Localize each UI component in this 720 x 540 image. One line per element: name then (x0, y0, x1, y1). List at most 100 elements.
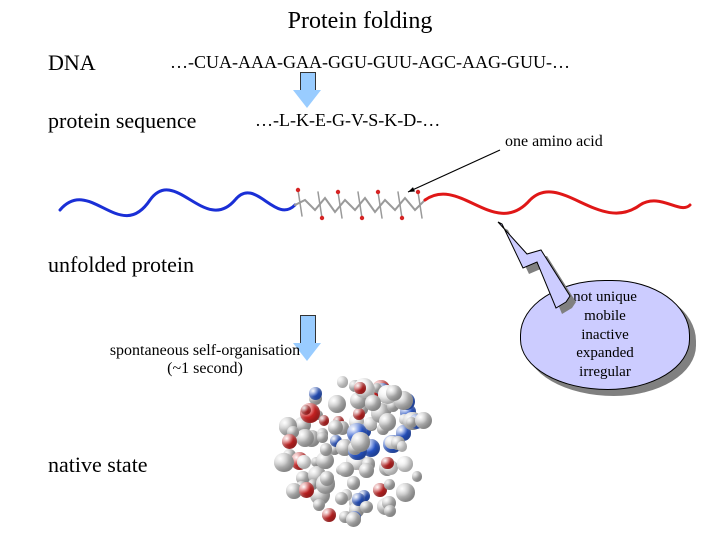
atom-sphere (396, 425, 412, 441)
atom-sphere (336, 465, 346, 475)
atom-sphere (378, 385, 396, 403)
atom-sphere (279, 417, 297, 435)
atom-sphere (387, 400, 399, 412)
atom-sphere (394, 391, 413, 410)
atom-sphere (317, 428, 328, 439)
atom-sphere (415, 412, 432, 429)
atom-sphere (310, 485, 330, 505)
arrow-dna-to-protein (293, 72, 335, 108)
atom-sphere (297, 455, 311, 469)
atom-sphere (351, 432, 371, 452)
atom-sphere (332, 399, 344, 411)
dna-sequence: …-CUA-AAA-GAA-GGU-GUU-AGC-AAG-GUU-… (170, 52, 570, 73)
protein-sequence-label: protein sequence (48, 108, 196, 134)
atom-sphere (397, 441, 408, 452)
atom-sphere (399, 414, 410, 425)
atom-sphere (358, 490, 371, 503)
atom-sphere (354, 382, 365, 393)
atom-sphere (362, 439, 380, 457)
atom-sphere (361, 390, 375, 404)
atom-sphere (341, 489, 352, 500)
atom-sphere (384, 479, 395, 490)
self-org-line1: spontaneous self-organisation (110, 342, 300, 359)
protein-sequence: …-L-K-E-G-V-S-K-D-… (255, 110, 440, 131)
atom-sphere (358, 459, 373, 474)
atom-sphere (317, 432, 328, 443)
atom-sphere (333, 416, 344, 427)
atom-sphere (313, 410, 323, 420)
atom-sphere (383, 460, 398, 475)
atom-sphere (381, 457, 393, 469)
atom-sphere (391, 436, 405, 450)
atom-sphere (309, 392, 322, 405)
atom-sphere (286, 483, 302, 499)
dna-label: DNA (48, 50, 96, 76)
atom-sphere (364, 417, 377, 430)
atom-sphere (337, 376, 348, 387)
atom-sphere (303, 430, 320, 447)
atom-sphere (340, 439, 357, 456)
atom-sphere (379, 413, 397, 431)
unfolded-label: unfolded protein (48, 252, 194, 278)
atom-sphere (372, 383, 382, 393)
atom-sphere (338, 462, 354, 478)
atom-sphere (322, 508, 336, 522)
atom-sphere (282, 434, 297, 449)
atom-sphere (308, 466, 326, 484)
atom-sphere (328, 420, 343, 435)
atom-sphere (296, 471, 311, 486)
atom-sphere (365, 395, 380, 410)
atom-sphere (353, 435, 368, 450)
atom-sphere (396, 483, 415, 502)
atom-sphere (349, 493, 367, 511)
amino-acid-label: one amino acid (505, 133, 603, 151)
atom-sphere (349, 502, 365, 518)
atom-sphere (339, 511, 351, 523)
atom-sphere (382, 496, 396, 510)
atom-sphere (320, 471, 335, 486)
atom-sphere (373, 483, 387, 497)
atom-sphere (309, 387, 322, 400)
atom-sphere (346, 512, 362, 528)
self-org-line2: (~1 second) (167, 360, 243, 377)
atom-sphere (397, 456, 413, 472)
atom-sphere (294, 417, 310, 433)
atom-sphere (362, 386, 380, 404)
atom-sphere (371, 403, 390, 422)
atom-sphere (350, 392, 367, 409)
atom-sphere (320, 443, 332, 455)
atom-sphere (406, 417, 417, 428)
atom-sphere (316, 452, 333, 469)
atom-sphere (384, 505, 396, 517)
atom-sphere (348, 450, 364, 466)
atom-sphere (319, 415, 330, 426)
atom-sphere (283, 449, 296, 462)
atom-sphere (344, 438, 358, 452)
atom-sphere (330, 435, 342, 447)
atom-sphere (383, 435, 402, 454)
atom-sphere (409, 414, 424, 429)
atom-sphere (274, 453, 293, 472)
atom-sphere (349, 414, 364, 429)
atom-sphere (296, 429, 314, 447)
atom-sphere (354, 378, 374, 398)
atom-sphere (380, 404, 392, 416)
atom-sphere (299, 482, 314, 497)
atom-sphere (366, 421, 377, 432)
atom-sphere (400, 404, 416, 420)
page-title: Protein folding (0, 8, 720, 35)
atom-sphere (372, 380, 390, 398)
atom-sphere (349, 380, 361, 392)
atom-sphere (412, 471, 423, 482)
atom-sphere (348, 511, 361, 524)
atom-sphere (359, 463, 373, 477)
atom-sphere (353, 408, 365, 420)
atom-sphere (347, 476, 360, 489)
unfolded-properties-callout: not uniquemobileinactiveexpandedirregula… (520, 280, 690, 390)
atom-sphere (291, 452, 309, 470)
atom-sphere (403, 412, 421, 430)
atom-sphere (379, 460, 395, 476)
atom-sphere (377, 498, 394, 515)
self-organisation-label: spontaneous self-organisation (~1 second… (95, 342, 315, 378)
atom-sphere (352, 493, 365, 506)
